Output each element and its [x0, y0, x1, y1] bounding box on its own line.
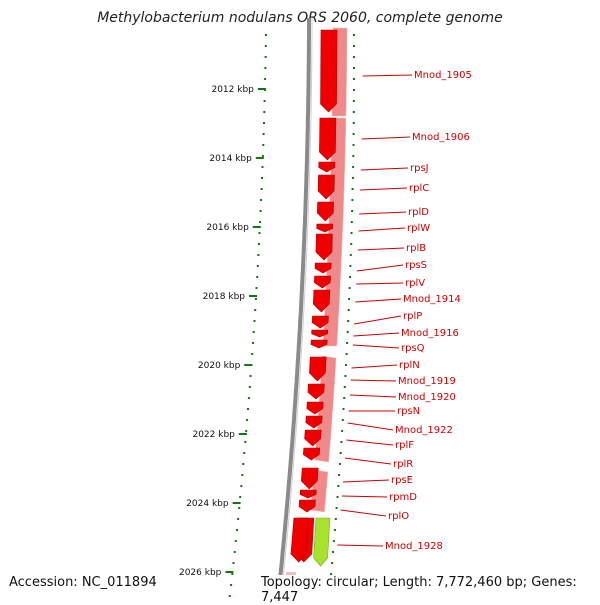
scale-tick	[249, 295, 257, 297]
scale-tick-label: 2020 kbp	[198, 361, 241, 371]
gene-arrow	[318, 161, 336, 173]
gene-arrow	[298, 499, 316, 513]
gene-leader-line	[362, 74, 413, 77]
gene-leader-line	[349, 394, 397, 398]
gene-label: Mnod_1919	[398, 376, 456, 387]
gene-label: rplN	[399, 360, 420, 371]
gene-arrow	[316, 223, 334, 233]
scale-tick	[244, 364, 253, 366]
gene-leader-line	[356, 282, 404, 285]
scale-dots-left	[228, 34, 267, 597]
gene-leader-line	[355, 298, 402, 303]
gene-arrow	[313, 275, 331, 289]
gene-label: Mnod_1905	[414, 70, 472, 81]
gene-arrow	[309, 356, 327, 382]
gene-arrow	[317, 174, 335, 200]
gene-leader-line	[351, 364, 398, 369]
gene-leader-line	[357, 247, 405, 251]
gene-arrow	[311, 315, 329, 329]
scale-tick-label: 2016 kbp	[206, 223, 249, 233]
gene-leader-line	[342, 479, 390, 483]
gene-leader-line	[346, 439, 394, 446]
gene-label: rplR	[393, 459, 413, 470]
gene-arrow	[319, 117, 337, 161]
map-title: Methylobacterium nodulans ORS 2060, comp…	[97, 10, 503, 26]
gene-label: rpsQ	[401, 343, 425, 354]
gene-arrow	[315, 233, 333, 261]
scale-tick	[238, 433, 247, 435]
gene-label: rplC	[409, 183, 429, 194]
gene-arrow	[311, 329, 329, 338]
gene-leader-line	[340, 509, 387, 517]
gene-leader-line	[359, 187, 408, 191]
gene-label: Mnod_1916	[401, 328, 459, 339]
gene-label: rplD	[408, 207, 429, 218]
accession-text: Accession: NC_011894	[9, 575, 157, 590]
gene-label: rplP	[403, 311, 422, 322]
scale-tick	[252, 226, 261, 228]
scale-tick	[257, 88, 266, 90]
gene-label: Mnod_1928	[385, 541, 443, 552]
genome-backbone-inner	[280, 18, 313, 599]
scale-dots-right	[328, 34, 355, 597]
gene-label: rpsE	[391, 475, 413, 486]
gene-arrow	[310, 339, 328, 349]
gene-label: rplB	[406, 243, 426, 254]
gene-arrow	[300, 467, 319, 490]
scale-tick-label: 2024 kbp	[186, 499, 229, 509]
gene-label: Mnod_1922	[395, 425, 453, 436]
gene-arrow	[305, 415, 323, 429]
gene-arrow	[313, 517, 331, 567]
gene-leader-line	[337, 544, 384, 547]
genome-backbone	[276, 18, 311, 599]
gene-leader-line	[350, 379, 397, 382]
gene-leader-line	[347, 422, 394, 431]
gene-leader-line	[344, 457, 392, 465]
gene-label: rpmD	[389, 492, 417, 503]
gene-leader-line	[361, 136, 411, 140]
gene-label: rpsJ	[410, 163, 429, 174]
gene-arrow	[299, 489, 317, 499]
gene-leader-line	[352, 344, 400, 349]
gene-arrow	[312, 289, 331, 313]
gene-label: rplV	[405, 278, 425, 289]
gene-arrow	[304, 429, 322, 447]
gene-arrow	[320, 29, 338, 113]
scale-tick-label: 2026 kbp	[179, 568, 222, 578]
gene-leader-line	[358, 227, 406, 232]
gene-arrow	[306, 401, 324, 415]
gene-label: rpsN	[397, 406, 420, 417]
gene-arrow	[302, 447, 321, 461]
scale-tick-label: 2012 kbp	[211, 85, 254, 95]
gene-leader-line	[356, 264, 404, 272]
gene-label: Mnod_1920	[398, 392, 456, 403]
scale-tick-label: 2018 kbp	[203, 292, 246, 302]
gene-leader-line	[353, 332, 400, 337]
scale-tick-label: 2022 kbp	[192, 430, 235, 440]
gene-leader-line	[360, 167, 409, 171]
gene-leader-line	[359, 211, 407, 215]
gene-label: Mnod_1906	[412, 132, 470, 143]
scale-tick	[255, 157, 264, 159]
gene-arrow	[314, 262, 332, 274]
gene-label: rpsS	[405, 260, 427, 271]
gene-arrow	[290, 517, 309, 563]
scale-tick-label: 2014 kbp	[209, 154, 252, 164]
gene-leader-line	[354, 315, 402, 325]
gene-arrow	[307, 383, 325, 400]
scale-tick	[225, 571, 234, 573]
gene-leader-line	[341, 495, 388, 498]
gene-label: rplO	[388, 511, 409, 522]
topology-text: Topology: circular; Length: 7,772,460 bp…	[261, 575, 600, 605]
gene-label: rplW	[407, 223, 430, 234]
gene-label: rplF	[395, 440, 414, 451]
gene-label: Mnod_1914	[403, 294, 461, 305]
gene-arrow	[316, 201, 334, 222]
scale-tick	[232, 502, 241, 504]
